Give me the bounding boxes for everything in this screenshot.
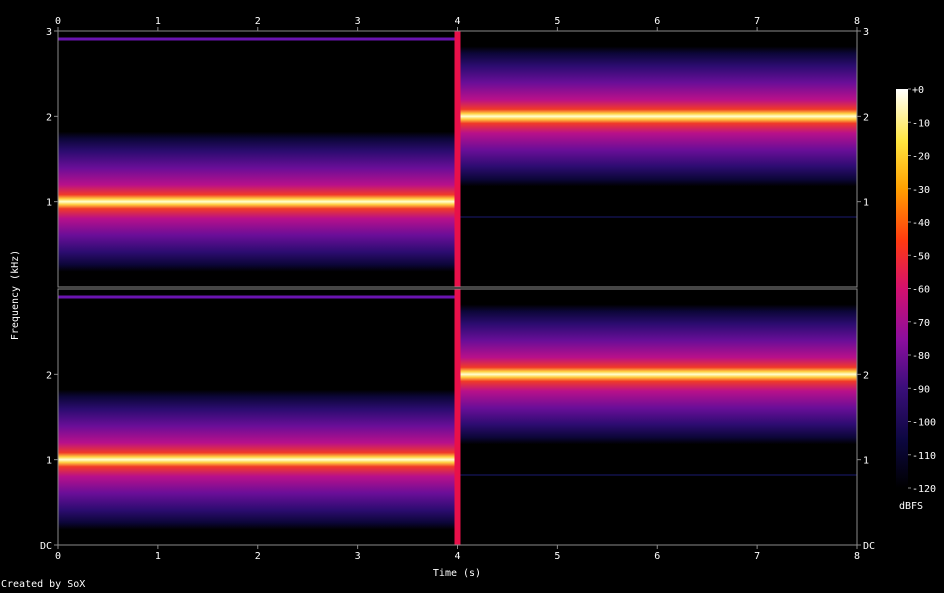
channel-panel-2 bbox=[58, 289, 857, 545]
x-tick-label-bottom: 5 bbox=[554, 551, 560, 562]
x-tick-label-top: 5 bbox=[554, 16, 560, 27]
x-tick-label-top: 4 bbox=[454, 16, 460, 27]
colorbar-tick-label: -40 bbox=[912, 218, 930, 229]
x-tick-label-bottom: 1 bbox=[155, 551, 161, 562]
y-tick-label-right: 3 bbox=[863, 27, 869, 38]
x-axis-ticks: 0 0 1 1 2 2 3 3 4 4 5 5 6 6 7 7 8 8 bbox=[55, 16, 860, 562]
colorbar-tick-label: -120 bbox=[912, 484, 936, 495]
x-tick-label-bottom: 7 bbox=[754, 551, 760, 562]
x-tick-label-bottom: 3 bbox=[355, 551, 361, 562]
x-tick-label-top: 2 bbox=[255, 16, 261, 27]
colorbar-tick-label: -10 bbox=[912, 118, 930, 129]
colorbar: +0 -10 -20 -30 -40 -50 -60 -70 -80 -90 -100 -110 -12… bbox=[896, 85, 936, 495]
colorbar-tick-label: -90 bbox=[912, 384, 930, 395]
x-tick-label-top: 6 bbox=[654, 16, 660, 27]
x-tick-label-bottom: 4 bbox=[454, 551, 460, 562]
tone-band-2 bbox=[460, 304, 857, 445]
colorbar-gradient bbox=[896, 89, 908, 488]
colorbar-tick-label: -80 bbox=[912, 351, 930, 362]
x-tick-label-bottom: 6 bbox=[654, 551, 660, 562]
y-tick-label-left: 1 bbox=[46, 456, 52, 467]
y-tick-label-right: 2 bbox=[863, 370, 869, 381]
y-tick-label-left: 1 bbox=[46, 198, 52, 209]
credit-text: Created by SoX bbox=[1, 579, 86, 590]
x-tick-label-top: 8 bbox=[854, 16, 860, 27]
y-tick-label-left: 2 bbox=[46, 112, 52, 123]
colorbar-tick-label: -100 bbox=[912, 418, 936, 429]
colorbar-tick-label: -60 bbox=[912, 285, 930, 296]
colorbar-tick-label: -110 bbox=[912, 451, 936, 462]
x-tick-label-top: 0 bbox=[55, 16, 61, 27]
x-tick-label-bottom: 2 bbox=[255, 551, 261, 562]
colorbar-tick-label: -20 bbox=[912, 152, 930, 163]
y-tick-label-left: 3 bbox=[46, 27, 52, 38]
y-tick-label-right: 1 bbox=[863, 198, 869, 209]
x-tick-label-top: 3 bbox=[355, 16, 361, 27]
x-tick-label-top: 1 bbox=[155, 16, 161, 27]
y-tick-label-left: 2 bbox=[46, 370, 52, 381]
transient-click bbox=[454, 289, 461, 545]
colorbar-tick-label: +0 bbox=[912, 85, 924, 96]
channel-panel-1 bbox=[58, 31, 857, 287]
y-tick-label-right: 2 bbox=[863, 112, 869, 123]
transient-click bbox=[454, 31, 461, 287]
tone-band-1 bbox=[58, 389, 458, 530]
x-tick-label-bottom: 8 bbox=[854, 551, 860, 562]
colorbar-tick-label: -50 bbox=[912, 251, 930, 262]
x-axis-label: Time (s) bbox=[432, 568, 482, 579]
y-tick-label-right: DC bbox=[863, 541, 875, 552]
x-tick-label-top: 7 bbox=[754, 16, 760, 27]
y-axis-label: Frequency (kHz) bbox=[10, 249, 21, 341]
colorbar-unit-label: dBFS bbox=[899, 501, 924, 512]
tone-band-1 bbox=[58, 131, 458, 272]
tone-band-2 bbox=[460, 46, 857, 187]
colorbar-tick-label: -70 bbox=[912, 318, 930, 329]
y-tick-label-left: DC bbox=[40, 541, 52, 552]
y-tick-label-right: 1 bbox=[863, 456, 869, 467]
colorbar-tick-label: -30 bbox=[912, 185, 930, 196]
x-tick-label-bottom: 0 bbox=[55, 551, 61, 562]
